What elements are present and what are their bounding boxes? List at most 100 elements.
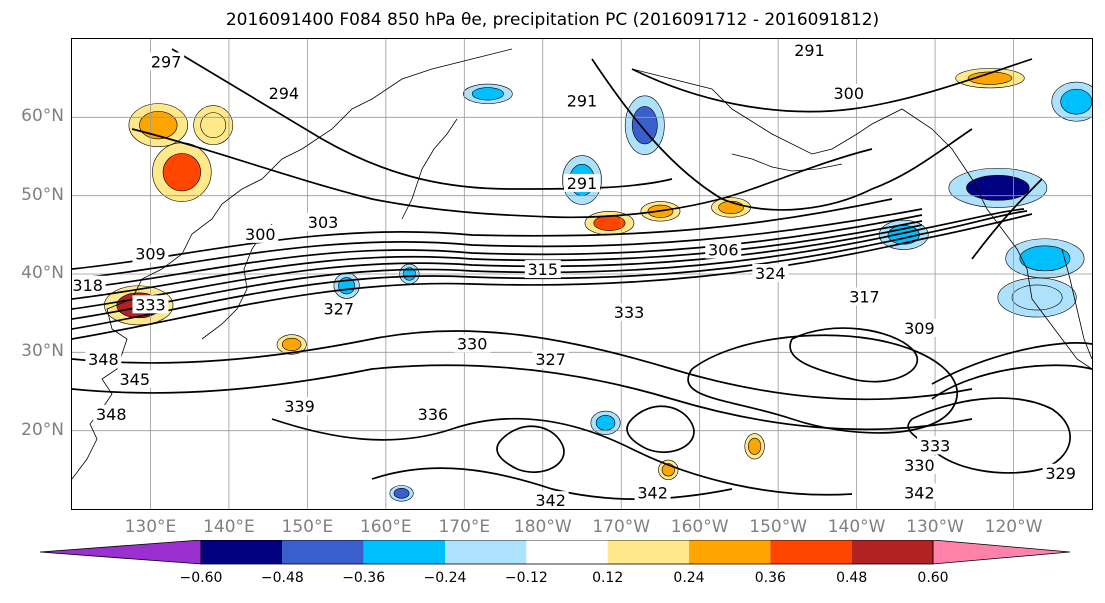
precip-patch	[281, 337, 302, 352]
precip-patch	[593, 215, 626, 231]
colorbar-extend-low	[40, 540, 202, 565]
colorbar-segment	[282, 540, 364, 564]
colorbar-outline	[200, 540, 934, 565]
contour-label-bg	[132, 244, 169, 263]
contour-label-bg	[901, 455, 938, 474]
contour-label: 309	[904, 319, 935, 338]
contour-label: 300	[245, 225, 276, 244]
precip-patch	[967, 71, 1013, 85]
colorbar-tick-label: −0.60	[179, 570, 223, 586]
contour-label-bg	[705, 240, 742, 259]
theta-e-contour	[591, 58, 973, 211]
contour-label-bg	[917, 436, 954, 455]
precip-patch	[1019, 245, 1071, 272]
contour-label-bg	[752, 264, 789, 282]
contour-label: 339	[284, 397, 315, 416]
contour-label-bg	[1042, 463, 1079, 482]
contour-label: 327	[535, 350, 566, 369]
colorbar-tick-label: −0.12	[504, 570, 548, 586]
contour-label-bg	[524, 260, 561, 279]
chart-title: 2016091400 F084 850 hPa θe, precipitatio…	[225, 10, 880, 30]
contour-label-bg	[72, 275, 106, 294]
precip-pc-colorbar	[40, 540, 1070, 565]
precip-patch	[966, 174, 1030, 201]
contour-label: 297	[151, 53, 182, 72]
contour-label-bg	[281, 397, 318, 416]
coastline-kamchatka	[401, 118, 458, 220]
contour-label: 291	[567, 92, 598, 111]
contour-label: 330	[457, 335, 488, 354]
precip-patch	[1011, 284, 1063, 311]
theta-e-contour	[631, 58, 1033, 113]
colorbar-extend-high	[932, 540, 1070, 565]
precip-patch	[748, 437, 762, 455]
contour-label: 333	[920, 436, 951, 455]
contour-label: 348	[88, 350, 119, 369]
theta-e-contour	[271, 417, 853, 496]
theta-e-contour	[687, 334, 958, 434]
map-svg: 297 294 291 291 300 291 303 300 309 306 315 324 318 3…	[72, 39, 1092, 509]
contour-label: 294	[269, 84, 300, 103]
precip-patch	[200, 112, 227, 138]
lat-tick-label: 50°N	[21, 184, 64, 205]
contour-label-bg	[791, 40, 828, 59]
contour-label: 324	[755, 264, 786, 283]
contour-label: 306	[708, 241, 739, 260]
lon-tick-label: 170°E	[438, 517, 491, 537]
contour-label-bg	[901, 483, 938, 502]
map-panel: 297 294 291 291 300 291 303 300 309 306 315 324 318 3…	[71, 38, 1093, 510]
lon-tick-label: 120°W	[984, 517, 1043, 537]
contour-label-bg	[414, 405, 451, 423]
contour-label-bg	[532, 350, 569, 369]
contour-label: 315	[527, 260, 558, 279]
lon-tick-label: 180°W	[513, 517, 572, 537]
lon-tick-label: 160°E	[359, 517, 412, 537]
theta-e-contours	[72, 48, 1092, 500]
contour-label: 342	[904, 483, 935, 502]
lon-tick-label: 170°W	[592, 517, 651, 537]
contour-label: 300	[833, 84, 864, 103]
contour-label-bg	[265, 83, 302, 102]
colorbar-segment	[607, 540, 689, 564]
precip-patch	[471, 87, 504, 101]
theta-e-contour	[131, 128, 873, 219]
theta-e-contour	[931, 342, 1092, 385]
contour-label: 291	[567, 174, 598, 193]
contour-label-bg	[564, 91, 600, 110]
lon-tick-label: 150°E	[281, 517, 334, 537]
contour-label-bg	[846, 287, 883, 306]
lat-tick-label: 40°N	[21, 263, 64, 283]
contour-label: 309	[135, 244, 166, 263]
theta-e-contour	[72, 213, 1033, 340]
colorbar-segment	[851, 540, 933, 564]
precip-patch	[595, 415, 616, 431]
contour-label: 348	[96, 405, 127, 424]
contour-label-bg	[242, 224, 279, 243]
precip-pc-patches	[104, 68, 1092, 502]
contour-label-bg	[320, 299, 357, 318]
contour-label-bg	[901, 318, 938, 337]
contour-label: 330	[904, 456, 935, 475]
coastline-west-coast	[1061, 248, 1092, 360]
colorbar-segment	[526, 540, 608, 564]
theta-e-contour	[72, 224, 923, 310]
lon-tick-label: 140°E	[203, 517, 255, 537]
graticule	[72, 39, 1092, 509]
contour-label: 317	[849, 288, 880, 307]
theta-e-contour	[72, 208, 1025, 320]
contour-label-bg	[564, 173, 600, 192]
colorbar-tick-label: 0.36	[754, 570, 786, 586]
contour-label: 318	[72, 276, 103, 295]
contour-label: 327	[323, 299, 354, 318]
lon-tick-label: 130°E	[124, 517, 177, 537]
contour-label: 303	[308, 213, 339, 232]
colorbar-tick-label: 0.48	[836, 570, 868, 586]
theta-e-contour	[72, 198, 893, 270]
contour-label-bg	[454, 334, 491, 353]
contour-label: 345	[119, 370, 150, 389]
theta-e-contour	[789, 327, 919, 383]
coastline-alaska	[631, 68, 1092, 370]
precip-patch	[139, 111, 178, 140]
colorbar-tick-label: 0.24	[673, 570, 705, 586]
contour-label-bg	[116, 369, 153, 388]
